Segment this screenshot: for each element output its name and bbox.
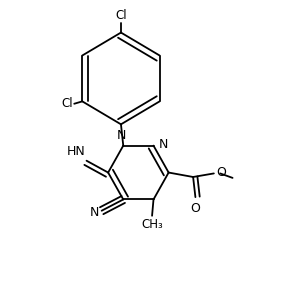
Text: CH₃: CH₃ xyxy=(141,218,163,231)
Text: N: N xyxy=(159,138,168,151)
Text: N: N xyxy=(117,129,126,142)
Text: O: O xyxy=(190,202,200,215)
Text: Cl: Cl xyxy=(61,97,73,110)
Text: HN: HN xyxy=(66,145,85,158)
Text: Cl: Cl xyxy=(115,9,127,22)
Text: O: O xyxy=(216,166,226,179)
Text: N: N xyxy=(90,206,99,219)
